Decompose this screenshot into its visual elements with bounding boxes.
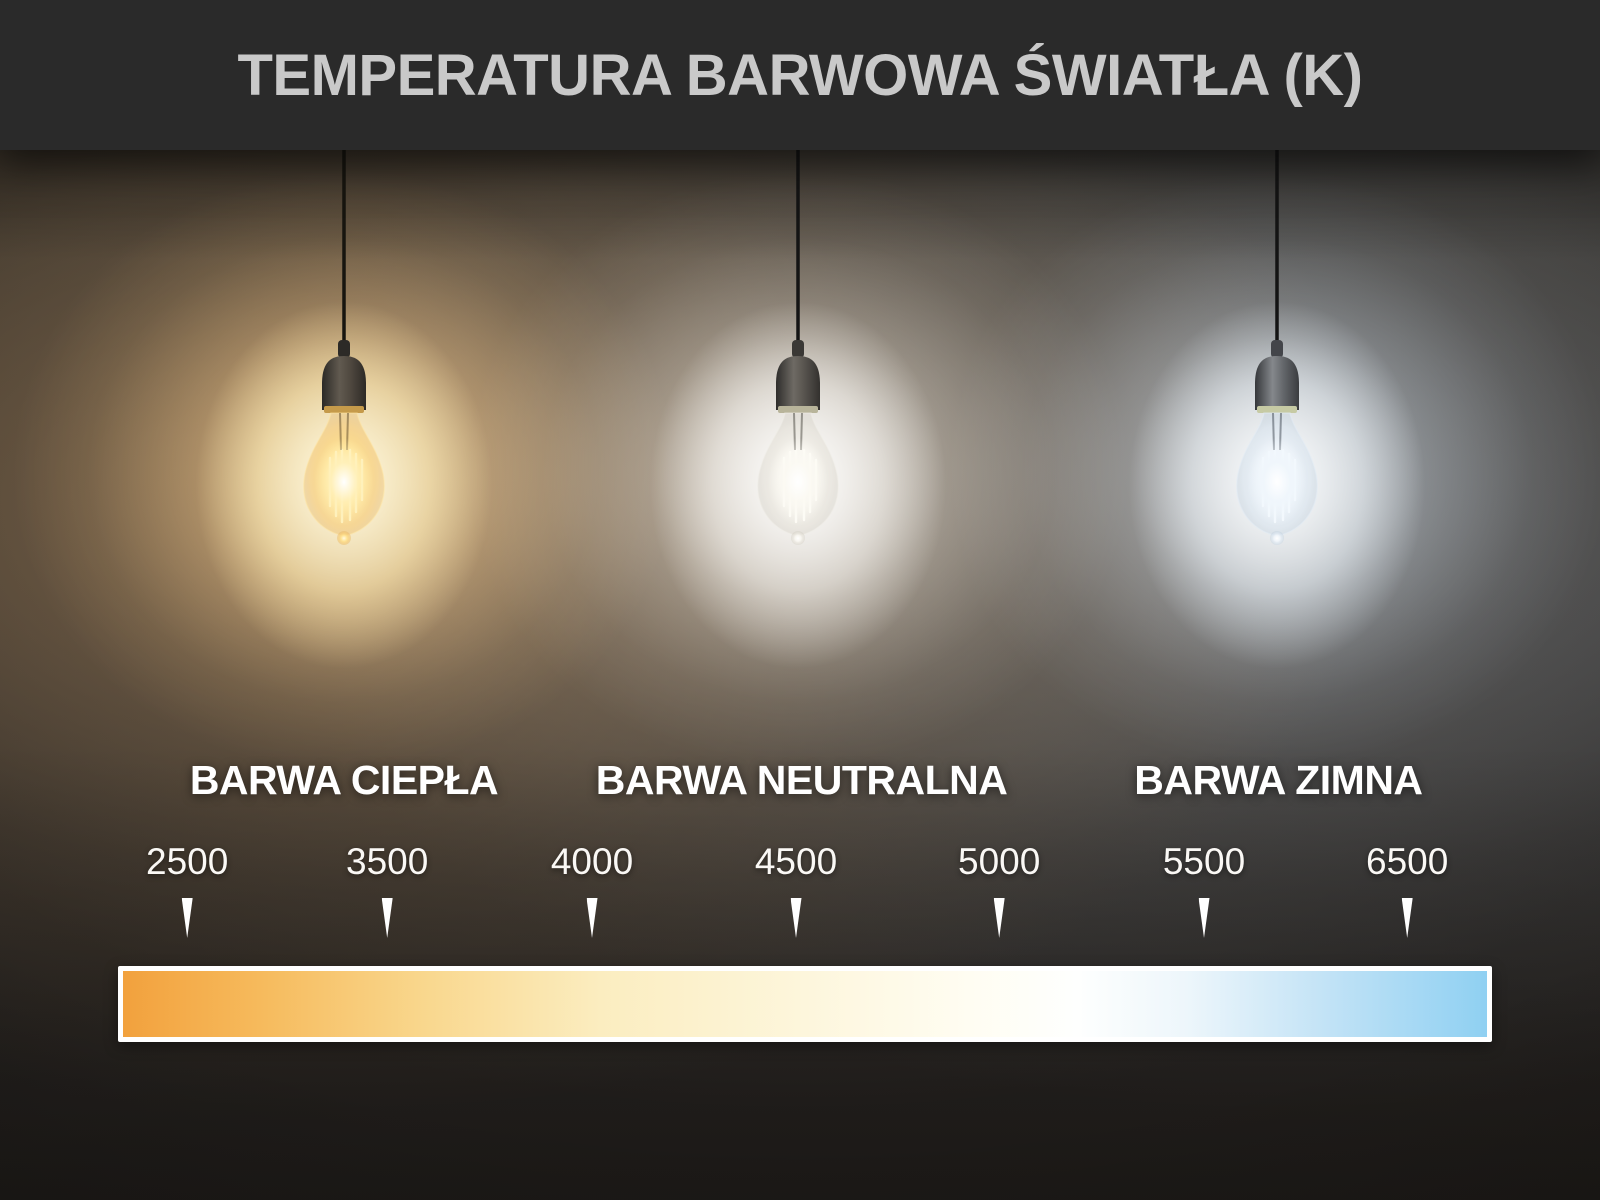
- tick-label: 2500: [146, 841, 229, 882]
- tick-marker-icon: [381, 898, 393, 938]
- socket-rim: [324, 406, 364, 413]
- scale-tick: 5500: [1163, 841, 1245, 938]
- tick-marker-icon: [790, 898, 802, 938]
- scale-tick: 4500: [755, 841, 837, 938]
- scale-tick: 4000: [551, 841, 633, 938]
- tick-label: 5500: [1162, 841, 1246, 882]
- lamp-cool: [1235, 150, 1318, 545]
- bulb-tip: [337, 531, 351, 545]
- tick-marker-icon: [586, 898, 598, 938]
- tick-marker-icon: [1401, 898, 1413, 938]
- scale-tick: 2500: [146, 841, 228, 938]
- tick-marker-icon: [181, 898, 193, 938]
- page-title: TEMPERATURA BARWOWA ŚWIATŁA (K): [237, 42, 1363, 108]
- scale-tick: 5000: [958, 841, 1040, 938]
- bulb-bright-core: [768, 438, 829, 526]
- lamp-warm: [303, 150, 385, 545]
- header-band: TEMPERATURA BARWOWA ŚWIATŁA (K): [0, 0, 1600, 150]
- tick-label: 4500: [754, 841, 838, 882]
- column-label-neutral: BARWA NEUTRALNA: [595, 757, 1008, 803]
- bulb-tip: [791, 531, 806, 545]
- bulb-tip: [1269, 531, 1284, 545]
- tick-marker-icon: [993, 898, 1005, 938]
- tick-label: 3500: [346, 841, 429, 882]
- cord-grip: [338, 340, 350, 358]
- tick-label: 5000: [958, 841, 1041, 882]
- temperature-gradient-bar: [118, 966, 1493, 1042]
- cord-grip: [792, 340, 805, 358]
- column-label-warm: BARWA CIEPŁA: [189, 757, 499, 803]
- lamp-neutral: [757, 150, 840, 545]
- bulb-bright-core: [1246, 438, 1307, 526]
- temperature-gradient-fill: [123, 971, 1488, 1037]
- lamp-socket: [1254, 356, 1299, 410]
- lamp-socket: [776, 356, 821, 410]
- cord-grip: [1270, 340, 1283, 358]
- column-label-cool: BARWA ZIMNA: [1134, 757, 1423, 803]
- lamp-socket: [322, 356, 366, 410]
- tick-label: 6500: [1366, 841, 1449, 882]
- tick-label: 4000: [550, 841, 634, 882]
- socket-rim: [778, 406, 819, 413]
- scale-tick: 3500: [346, 841, 428, 938]
- tick-marker-icon: [1198, 898, 1210, 938]
- scale-tick: 6500: [1366, 841, 1448, 938]
- socket-rim: [1256, 406, 1297, 413]
- bulb-bright-core: [314, 438, 374, 526]
